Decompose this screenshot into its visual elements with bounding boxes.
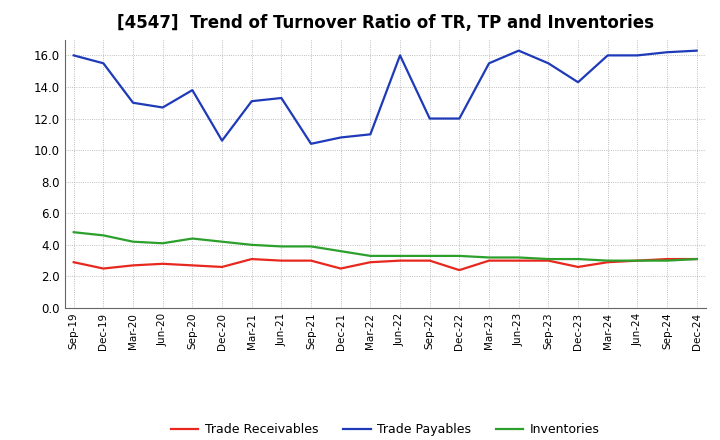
Inventories xyxy=(485,255,493,260)
Title: [4547]  Trend of Turnover Ratio of TR, TP and Inventories: [4547] Trend of Turnover Ratio of TR, TP… xyxy=(117,15,654,33)
Inventories xyxy=(544,257,553,262)
Trade Receivables xyxy=(633,258,642,263)
Inventories xyxy=(307,244,315,249)
Line: Inventories: Inventories xyxy=(73,232,697,260)
Trade Payables xyxy=(217,138,226,143)
Line: Trade Receivables: Trade Receivables xyxy=(73,259,697,270)
Trade Payables xyxy=(158,105,167,110)
Inventories xyxy=(603,258,612,263)
Trade Receivables xyxy=(129,263,138,268)
Trade Payables xyxy=(514,48,523,53)
Trade Receivables xyxy=(693,257,701,262)
Trade Payables xyxy=(248,99,256,104)
Inventories xyxy=(426,253,434,259)
Trade Receivables xyxy=(603,260,612,265)
Trade Payables xyxy=(455,116,464,121)
Trade Receivables xyxy=(662,257,671,262)
Trade Payables xyxy=(69,53,78,58)
Inventories xyxy=(69,230,78,235)
Trade Payables xyxy=(277,95,286,101)
Trade Receivables xyxy=(514,258,523,263)
Inventories xyxy=(396,253,405,259)
Trade Receivables xyxy=(485,258,493,263)
Trade Receivables xyxy=(217,264,226,270)
Trade Receivables xyxy=(307,258,315,263)
Trade Receivables xyxy=(426,258,434,263)
Inventories xyxy=(633,258,642,263)
Inventories xyxy=(336,249,345,254)
Trade Receivables xyxy=(574,264,582,270)
Trade Payables xyxy=(307,141,315,147)
Trade Payables xyxy=(485,61,493,66)
Trade Payables xyxy=(396,53,405,58)
Inventories xyxy=(217,239,226,244)
Inventories xyxy=(99,233,108,238)
Trade Payables xyxy=(603,53,612,58)
Inventories xyxy=(455,253,464,259)
Trade Payables xyxy=(188,88,197,93)
Inventories xyxy=(514,255,523,260)
Trade Receivables xyxy=(188,263,197,268)
Inventories xyxy=(158,241,167,246)
Legend: Trade Receivables, Trade Payables, Inventories: Trade Receivables, Trade Payables, Inven… xyxy=(166,418,605,440)
Inventories xyxy=(366,253,374,259)
Trade Receivables xyxy=(158,261,167,267)
Trade Receivables xyxy=(336,266,345,271)
Trade Receivables xyxy=(69,260,78,265)
Trade Receivables xyxy=(366,260,374,265)
Trade Payables xyxy=(366,132,374,137)
Trade Payables xyxy=(662,50,671,55)
Trade Payables xyxy=(129,100,138,106)
Trade Receivables xyxy=(99,266,108,271)
Trade Payables xyxy=(633,53,642,58)
Trade Receivables xyxy=(248,257,256,262)
Trade Receivables xyxy=(455,268,464,273)
Trade Payables xyxy=(544,61,553,66)
Trade Payables xyxy=(336,135,345,140)
Line: Trade Payables: Trade Payables xyxy=(73,51,697,144)
Trade Payables xyxy=(99,61,108,66)
Trade Payables xyxy=(426,116,434,121)
Trade Payables xyxy=(574,80,582,85)
Inventories xyxy=(693,257,701,262)
Inventories xyxy=(188,236,197,241)
Trade Payables xyxy=(693,48,701,53)
Inventories xyxy=(662,258,671,263)
Inventories xyxy=(248,242,256,247)
Inventories xyxy=(574,257,582,262)
Trade Receivables xyxy=(396,258,405,263)
Trade Receivables xyxy=(544,258,553,263)
Inventories xyxy=(129,239,138,244)
Trade Receivables xyxy=(277,258,286,263)
Inventories xyxy=(277,244,286,249)
